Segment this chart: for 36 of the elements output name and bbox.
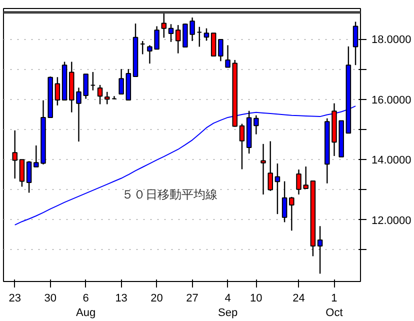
candlestick (54, 76, 60, 106)
candlestick (161, 12, 167, 38)
candlestick (260, 143, 266, 196)
candlestick (210, 32, 216, 57)
candlestick (118, 68, 124, 95)
x-tick-label: 1 Oct (326, 292, 343, 319)
candlestick (19, 159, 25, 188)
x-tick-label: 10 (250, 292, 262, 304)
annotation: ５０日移動平均線 (122, 188, 218, 202)
y-tick-label: 18.0000 (372, 34, 412, 46)
candlestick (282, 180, 288, 223)
candlestick (274, 162, 280, 215)
x-tick-label: 24 (292, 292, 305, 304)
candlestick (254, 114, 259, 135)
candlestick (317, 226, 323, 274)
y-tick-label: 12.0000 (372, 214, 412, 227)
candlestick (104, 91, 110, 105)
candlestick (175, 24, 181, 54)
candlestick (289, 196, 294, 232)
candlestick (204, 28, 210, 42)
x-tick-label: 30 (44, 292, 56, 304)
x-tick-label: 23 (8, 292, 21, 304)
candlestick (26, 160, 32, 194)
candlestick (218, 38, 224, 62)
x-tick-label: 13 (115, 292, 128, 304)
candlestick (239, 123, 245, 170)
x-tick-label: 27 (186, 292, 198, 304)
candlestick (268, 140, 273, 192)
x-tick-label: 20 (150, 292, 163, 304)
x-tick-label: 4 Sep (218, 292, 238, 319)
x-tick-label: 6 Aug (76, 292, 96, 319)
y-tick-label: 16.0000 (372, 94, 412, 106)
candlestick (12, 130, 18, 180)
candlestick (168, 24, 174, 43)
y-tick-label: 14.0000 (372, 154, 412, 167)
candlestick (97, 84, 103, 105)
